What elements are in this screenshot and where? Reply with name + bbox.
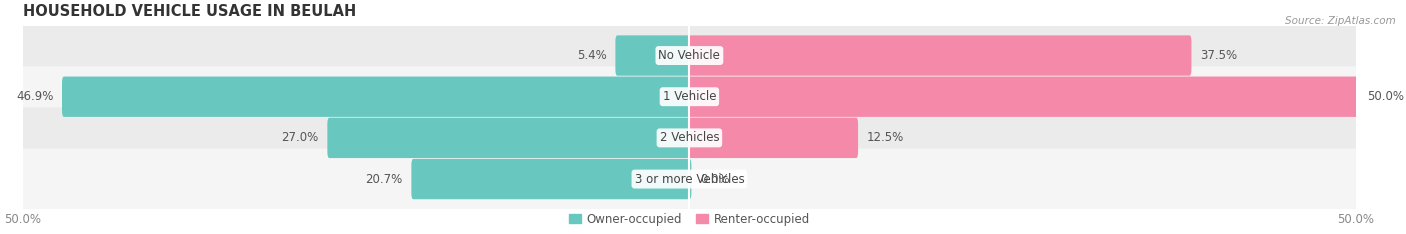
- Text: 1 Vehicle: 1 Vehicle: [662, 90, 716, 103]
- Text: 0.0%: 0.0%: [700, 172, 730, 186]
- FancyBboxPatch shape: [328, 118, 692, 158]
- Text: No Vehicle: No Vehicle: [658, 49, 720, 62]
- Text: 27.0%: 27.0%: [281, 131, 319, 144]
- Text: 5.4%: 5.4%: [576, 49, 607, 62]
- Text: 46.9%: 46.9%: [15, 90, 53, 103]
- Text: HOUSEHOLD VEHICLE USAGE IN BEULAH: HOUSEHOLD VEHICLE USAGE IN BEULAH: [22, 4, 356, 19]
- Text: 37.5%: 37.5%: [1201, 49, 1237, 62]
- Legend: Owner-occupied, Renter-occupied: Owner-occupied, Renter-occupied: [564, 208, 815, 230]
- FancyBboxPatch shape: [18, 107, 1360, 168]
- FancyBboxPatch shape: [18, 25, 1360, 86]
- Text: 12.5%: 12.5%: [866, 131, 904, 144]
- FancyBboxPatch shape: [616, 35, 692, 76]
- FancyBboxPatch shape: [62, 77, 692, 117]
- Text: 3 or more Vehicles: 3 or more Vehicles: [634, 172, 744, 186]
- Text: 2 Vehicles: 2 Vehicles: [659, 131, 720, 144]
- Text: 50.0%: 50.0%: [1367, 90, 1403, 103]
- Text: 20.7%: 20.7%: [366, 172, 402, 186]
- FancyBboxPatch shape: [688, 77, 1358, 117]
- Text: Source: ZipAtlas.com: Source: ZipAtlas.com: [1285, 16, 1396, 26]
- FancyBboxPatch shape: [688, 118, 858, 158]
- FancyBboxPatch shape: [688, 35, 1191, 76]
- FancyBboxPatch shape: [18, 149, 1360, 209]
- FancyBboxPatch shape: [412, 159, 692, 199]
- FancyBboxPatch shape: [18, 66, 1360, 127]
